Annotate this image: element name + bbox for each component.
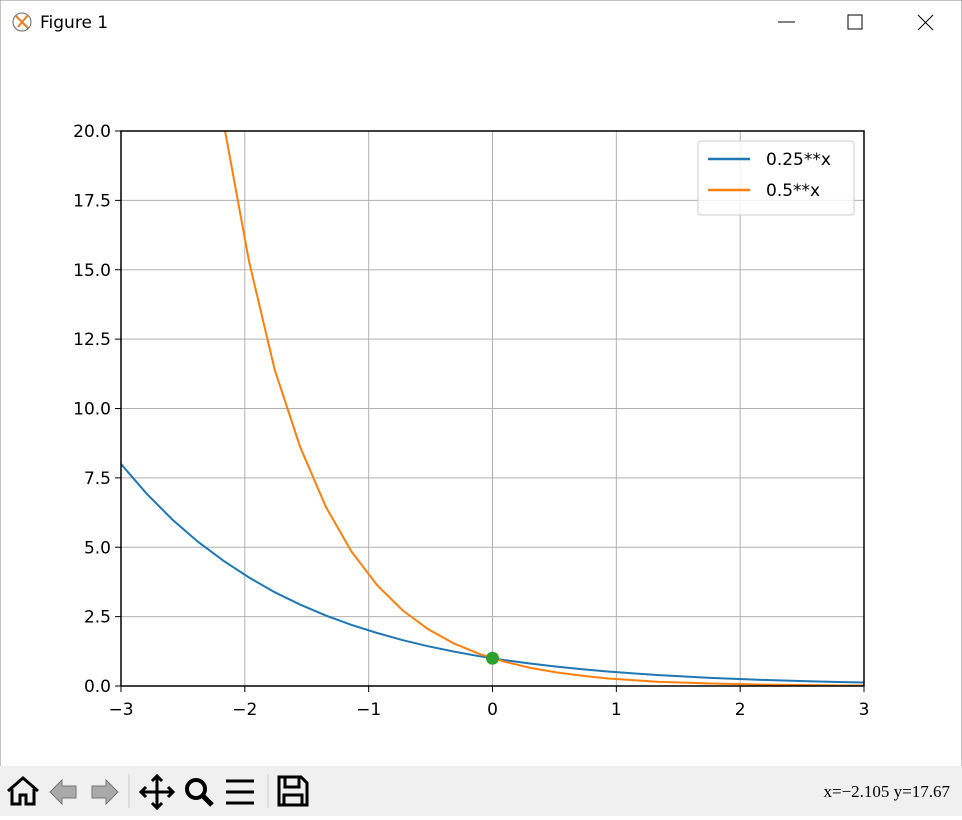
close-button[interactable]: [917, 14, 934, 31]
legend-label: 0.25**x: [766, 150, 831, 170]
save-button[interactable]: [277, 775, 309, 807]
y-tick-label: 2.5: [84, 608, 111, 628]
y-tick-label: 0.0: [84, 677, 111, 697]
app-icon: [12, 12, 32, 32]
back-button[interactable]: [49, 778, 77, 806]
pan-button[interactable]: [138, 773, 176, 811]
forward-button[interactable]: [91, 778, 119, 806]
y-tick-label: 17.5: [73, 191, 111, 211]
y-tick-label: 12.5: [73, 330, 111, 350]
y-tick-label: 10.0: [73, 400, 111, 420]
y-tick-label: 5.0: [84, 538, 111, 558]
maximize-button[interactable]: [847, 14, 863, 30]
legend: 0.25**x 0.5**x: [697, 140, 855, 216]
y-tick-label: 20.0: [73, 122, 111, 142]
cursor-coordinates: x=−2.105 y=17.67: [823, 782, 950, 801]
y-tick-label: 15.0: [73, 261, 111, 281]
configure-button[interactable]: [226, 779, 254, 805]
zoom-button[interactable]: [185, 778, 214, 807]
window-title: Figure 1: [40, 13, 108, 33]
highlight-point: [486, 651, 499, 665]
plot-frame: [120, 130, 865, 687]
x-tick-label: −2: [232, 700, 257, 720]
y-tick-label: 7.5: [84, 469, 111, 489]
home-button[interactable]: [7, 776, 39, 806]
x-tick-label: −3: [108, 700, 133, 720]
legend-label: 0.5**x: [766, 181, 820, 201]
x-tick-label: −1: [356, 700, 381, 720]
x-tick-label: 0: [487, 700, 498, 720]
x-tick-label: 1: [611, 700, 622, 720]
x-tick-label: 2: [735, 700, 746, 720]
x-tick-label: 3: [859, 700, 870, 720]
